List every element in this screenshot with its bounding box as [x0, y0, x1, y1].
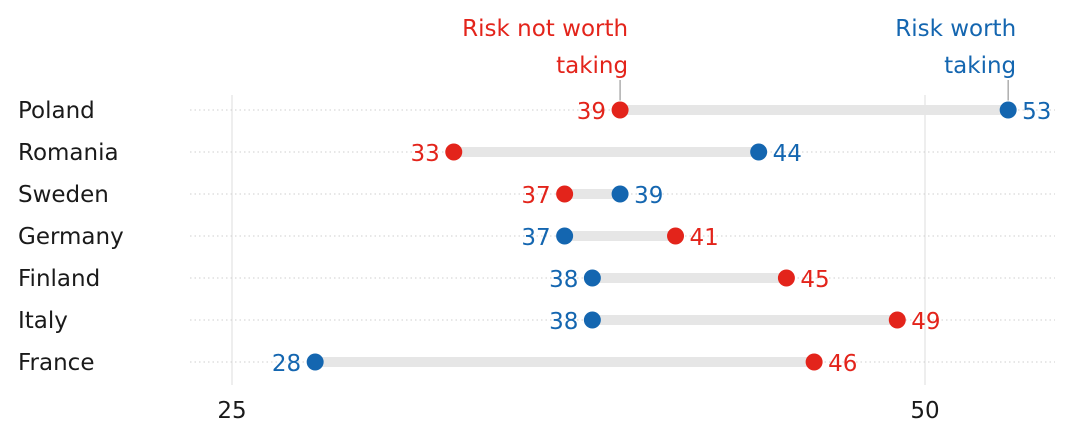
country-label-poland: Poland [18, 98, 95, 124]
value-label-not-worth-france: 46 [828, 351, 857, 377]
point-worth-france [306, 353, 324, 371]
value-label-worth-romania: 44 [773, 141, 802, 167]
point-not-worth-romania [445, 143, 463, 161]
value-label-not-worth-germany: 41 [690, 225, 719, 251]
point-not-worth-italy [888, 311, 906, 329]
legend-not-worth-line-1: Risk not worth [462, 16, 628, 42]
legend-not-worth: Risk not worth taking [462, 16, 628, 101]
country-label-germany: Germany [18, 224, 124, 250]
country-labels: Poland Romania Sweden Germany Finland Italy Fr… [18, 98, 124, 376]
value-label-worth-italy: 38 [549, 309, 578, 335]
value-label-not-worth-finland: 45 [800, 267, 829, 293]
point-not-worth-france [805, 353, 823, 371]
country-label-italy: Italy [18, 308, 68, 334]
legend-worth: Risk worth taking [895, 16, 1016, 101]
value-label-not-worth-romania: 33 [410, 141, 439, 167]
legend-worth-line-2: taking [944, 53, 1016, 79]
gridlines [231, 95, 926, 385]
point-not-worth-sweden [556, 185, 574, 203]
country-label-france: France [18, 350, 94, 376]
country-label-finland: Finland [18, 266, 100, 292]
value-label-not-worth-sweden: 37 [521, 183, 550, 209]
value-label-not-worth-italy: 49 [911, 309, 940, 335]
legend-not-worth-line-2: taking [556, 53, 628, 79]
point-not-worth-germany [667, 227, 685, 245]
x-tick-label-50: 50 [910, 398, 939, 424]
value-label-worth-france: 28 [272, 351, 301, 377]
point-worth-romania [750, 143, 768, 161]
point-worth-finland [583, 269, 601, 287]
data-points [306, 101, 1017, 371]
country-label-sweden: Sweden [18, 182, 109, 208]
point-worth-poland [999, 101, 1017, 119]
country-label-romania: Romania [18, 140, 119, 166]
legend: Risk not worth taking Risk worth taking [462, 16, 1016, 101]
value-labels: 39 53 33 44 37 39 41 37 45 38 49 38 46 28 [272, 99, 1052, 377]
value-label-not-worth-poland: 39 [577, 99, 606, 125]
x-tick-label-25: 25 [217, 398, 246, 424]
point-worth-germany [556, 227, 574, 245]
point-worth-italy [583, 311, 601, 329]
x-axis-ticks: 25 50 [217, 398, 939, 424]
value-label-worth-sweden: 39 [634, 183, 663, 209]
point-not-worth-poland [611, 101, 629, 119]
value-label-worth-germany: 37 [521, 225, 550, 251]
point-not-worth-finland [777, 269, 795, 287]
value-label-worth-poland: 53 [1022, 99, 1051, 125]
value-label-worth-finland: 38 [549, 267, 578, 293]
point-worth-sweden [611, 185, 629, 203]
legend-worth-line-1: Risk worth [895, 16, 1016, 42]
connectors [315, 105, 1009, 367]
